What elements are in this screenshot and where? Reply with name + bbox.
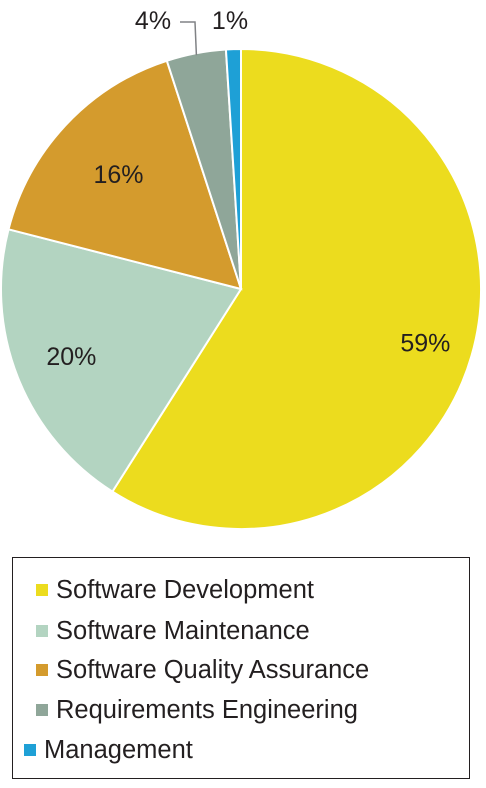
slice-label-software-maintenance: 20% (46, 343, 96, 371)
pie-slice-software-maintenance (0, 228, 243, 494)
legend-label: Software Quality Assurance (56, 655, 370, 684)
legend-item-requirements-engineering: Requirements Engineering (13, 692, 358, 728)
legend-item-management: Management (13, 732, 193, 768)
legend-label: Software Development (56, 575, 314, 604)
slice-label-software-development: 59% (400, 330, 450, 358)
leader-line-requirements-engineering (180, 21, 198, 56)
legend-swatch (36, 704, 48, 716)
legend-item-software-maintenance: Software Maintenance (13, 613, 310, 649)
legend-swatch (36, 625, 48, 637)
legend-item-software-quality-assurance: Software Quality Assurance (13, 652, 369, 688)
slice-label-software-quality-assurance: 16% (94, 161, 144, 189)
pie-slice-software-development (111, 47, 482, 530)
legend-label: Software Maintenance (56, 616, 310, 645)
slice-label-requirements-engineering: 4% (135, 7, 171, 35)
legend-swatch (24, 744, 36, 756)
slice-label-management: 1% (212, 7, 248, 35)
pie-slice-software-quality-assurance (7, 59, 243, 291)
legend-label: Requirements Engineering (56, 695, 358, 724)
legend-swatch (36, 664, 48, 676)
pie-slice-management (224, 47, 242, 290)
leader-lines (180, 21, 198, 56)
legend-swatch (36, 584, 48, 596)
legend: Software Development Software Maintenanc… (12, 557, 470, 779)
legend-item-software-development: Software Development (13, 572, 314, 608)
slice-labels: 59% 20% 16% 4% 1% (46, 7, 450, 371)
legend-label: Management (44, 735, 193, 764)
pie-slices (0, 47, 482, 530)
pie-chart: 59% 20% 16% 4% 1% (0, 7, 482, 530)
